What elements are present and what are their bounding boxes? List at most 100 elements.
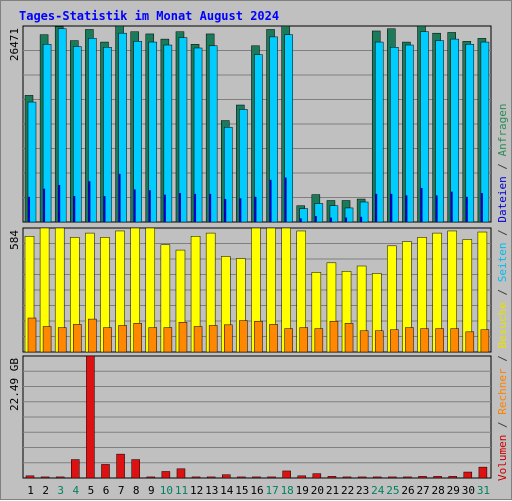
x-tick-label: 29 bbox=[447, 484, 460, 497]
x-tick-label: 8 bbox=[133, 484, 140, 497]
bar-dateien bbox=[28, 196, 30, 222]
legend-item: Dateien bbox=[496, 176, 509, 222]
bar-rechner bbox=[465, 331, 475, 353]
x-tick-label: 9 bbox=[148, 484, 155, 497]
bar-rechner bbox=[299, 327, 308, 353]
x-tick-label: 4 bbox=[73, 484, 80, 497]
bar-dateien bbox=[88, 181, 91, 222]
bar-rechner bbox=[420, 328, 429, 353]
legend: Volumen / Rechner / Besuche / Seiten / D… bbox=[496, 103, 509, 481]
bar-seiten bbox=[88, 38, 97, 223]
legend-item: / bbox=[496, 156, 509, 176]
x-tick-label: 25 bbox=[386, 484, 399, 497]
bar-seiten bbox=[254, 54, 263, 223]
bar-volumen bbox=[116, 453, 125, 479]
bar-seiten bbox=[390, 47, 399, 223]
x-tick-label: 15 bbox=[235, 484, 248, 497]
legend-item: Anfragen bbox=[496, 103, 509, 156]
bar-volumen bbox=[237, 476, 246, 479]
legend-item: / bbox=[496, 282, 509, 302]
bar-seiten bbox=[193, 47, 203, 223]
bar-dateien bbox=[103, 196, 106, 222]
bar-volumen bbox=[55, 476, 65, 479]
bar-dateien bbox=[390, 193, 393, 222]
bar-volumen bbox=[372, 476, 382, 479]
bar-dateien bbox=[163, 194, 166, 222]
x-tick-label: 3 bbox=[57, 484, 64, 497]
bar-rechner bbox=[405, 327, 414, 353]
bar-seiten bbox=[57, 28, 67, 223]
bar-volumen bbox=[146, 476, 156, 479]
bar-seiten bbox=[133, 41, 142, 223]
bar-dateien bbox=[58, 184, 61, 222]
bar-volumen bbox=[206, 476, 216, 479]
bar-volumen bbox=[478, 466, 488, 479]
bar-volumen bbox=[267, 476, 276, 479]
bar-rechner bbox=[254, 320, 263, 353]
bar-dateien bbox=[269, 179, 272, 222]
bar-rechner bbox=[88, 318, 97, 353]
bar-seiten bbox=[314, 203, 324, 223]
bar-volumen bbox=[433, 476, 442, 479]
bar-rechner bbox=[208, 325, 218, 353]
bar-seiten bbox=[224, 126, 233, 223]
bar-volumen bbox=[222, 474, 231, 479]
bar-dateien bbox=[480, 193, 483, 222]
x-tick-label: 16 bbox=[250, 484, 263, 497]
bar-seiten bbox=[27, 101, 37, 223]
bar-volumen bbox=[176, 468, 186, 479]
bar-volumen bbox=[40, 476, 50, 479]
bar-rechner bbox=[480, 329, 490, 353]
bar-seiten bbox=[118, 32, 127, 223]
legend-item: Volumen bbox=[496, 435, 509, 481]
x-tick-label: 1 bbox=[27, 484, 34, 497]
bar-seiten bbox=[239, 109, 248, 223]
bar-volumen bbox=[297, 475, 306, 479]
bar-seiten bbox=[420, 31, 429, 223]
bar-dateien bbox=[375, 193, 378, 222]
bar-volumen bbox=[25, 475, 35, 479]
bar-rechner bbox=[148, 327, 158, 353]
x-tick-label: 7 bbox=[118, 484, 125, 497]
x-tick-label: 23 bbox=[356, 484, 369, 497]
bar-rechner bbox=[329, 320, 339, 353]
x-tick-label: 18 bbox=[281, 484, 294, 497]
bar-volumen bbox=[388, 476, 397, 479]
bar-dateien bbox=[133, 189, 136, 222]
bar-dateien bbox=[360, 216, 363, 222]
bar-dateien bbox=[284, 177, 287, 222]
bar-volumen bbox=[191, 476, 201, 479]
bar-seiten bbox=[480, 41, 490, 223]
bar-volumen bbox=[403, 476, 412, 479]
bar-seiten bbox=[450, 38, 459, 223]
x-tick-label: 13 bbox=[205, 484, 218, 497]
bar-rechner bbox=[269, 324, 278, 353]
bar-volumen bbox=[463, 471, 473, 479]
x-tick-label: 24 bbox=[371, 484, 385, 497]
bar-volumen bbox=[86, 355, 95, 479]
x-tick-label: 31 bbox=[477, 484, 490, 497]
bar-dateien bbox=[450, 191, 453, 222]
bar-rechner bbox=[435, 328, 444, 353]
bottom-max-label: 22.49 GB bbox=[8, 358, 21, 411]
bar-seiten bbox=[178, 37, 188, 223]
bar-dateien bbox=[209, 193, 212, 222]
bar-seiten bbox=[374, 41, 384, 223]
x-tick-label: 27 bbox=[416, 484, 429, 497]
bar-rechner bbox=[239, 320, 248, 353]
bar-volumen bbox=[161, 471, 171, 479]
bar-rechner bbox=[133, 323, 142, 353]
bar-seiten bbox=[329, 205, 339, 223]
bar-dateien bbox=[314, 216, 317, 222]
bar-volumen bbox=[71, 459, 80, 479]
bar-volumen bbox=[282, 470, 291, 479]
bar-rechner bbox=[224, 324, 233, 353]
bar-dateien bbox=[43, 188, 46, 222]
bar-dateien bbox=[345, 217, 348, 222]
bar-volumen bbox=[342, 476, 352, 479]
bar-volumen bbox=[418, 476, 427, 479]
bar-seiten bbox=[284, 34, 293, 223]
bar-volumen bbox=[312, 473, 322, 479]
bar-rechner bbox=[193, 326, 203, 353]
